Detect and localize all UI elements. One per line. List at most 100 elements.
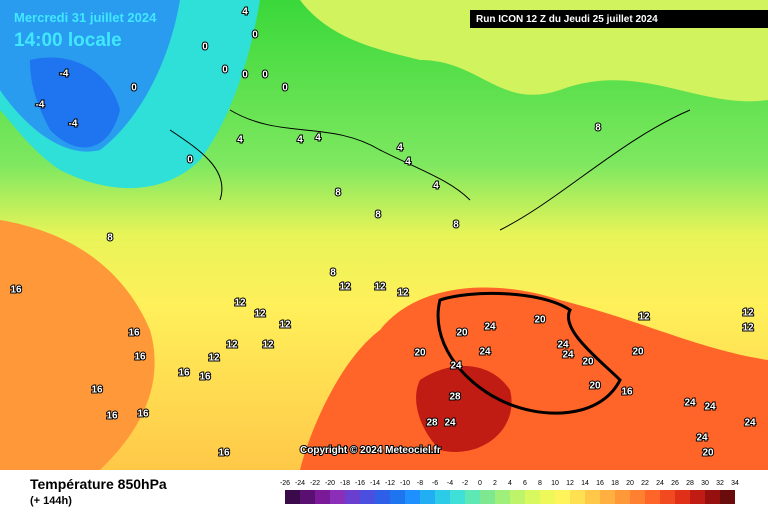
contour-label: 0 <box>252 30 258 41</box>
contour-label: 0 <box>262 70 268 81</box>
contour-label: 24 <box>696 433 708 444</box>
contour-label: 0 <box>202 42 208 53</box>
legend-tick-label: 20 <box>626 480 634 487</box>
coastline <box>169 109 691 231</box>
contour-label: 24 <box>479 347 491 358</box>
legend-tick-label: 34 <box>731 480 739 487</box>
legend-tick-label: 26 <box>671 480 679 487</box>
contour-label: 4 <box>315 133 321 144</box>
contour-label: 8 <box>595 123 601 134</box>
contour-label: 12 <box>208 353 220 364</box>
contour-label: 12 <box>638 312 650 323</box>
contour-label: 20 <box>456 328 468 339</box>
contour-label: 8 <box>375 210 381 221</box>
legend-swatch <box>480 490 495 504</box>
contour-label: 20 <box>589 381 601 392</box>
contour-label: 12 <box>226 340 238 351</box>
legend-tick-label: 28 <box>686 480 694 487</box>
legend-tick-label: 8 <box>538 480 542 487</box>
legend-swatch <box>630 490 645 504</box>
contour-label: 16 <box>178 368 190 379</box>
legend-tick-label: 0 <box>478 480 482 487</box>
legend-tick-label: -24 <box>295 480 305 487</box>
contour-label: -4 <box>69 119 78 130</box>
contour-label: 24 <box>444 418 456 429</box>
contour-label: 4 <box>397 143 403 154</box>
contour-label: 4 <box>237 135 243 146</box>
contour-label: 20 <box>534 315 546 326</box>
legend-swatch <box>585 490 600 504</box>
legend-swatch <box>525 490 540 504</box>
legend-tick-label: 4 <box>508 480 512 487</box>
legend-tick-label: 22 <box>641 480 649 487</box>
contour-label: 0 <box>131 83 137 94</box>
contour-label: 16 <box>128 328 140 339</box>
contour-label: 20 <box>702 448 714 459</box>
contour-label: 28 <box>426 418 438 429</box>
legend-swatch <box>510 490 525 504</box>
contour-label: 12 <box>397 288 409 299</box>
contour-label: 24 <box>557 340 569 351</box>
zone <box>300 287 768 470</box>
contour-label: 12 <box>742 323 754 334</box>
contour-label: 12 <box>742 308 754 319</box>
contour-label: 16 <box>10 285 22 296</box>
contour-label: 24 <box>704 402 716 413</box>
contour-label: 0 <box>282 83 288 94</box>
contour-label: 4 <box>297 135 303 146</box>
contour-label: 28 <box>449 392 461 403</box>
contour-label: 16 <box>91 385 103 396</box>
legend-swatch <box>390 490 405 504</box>
contour-label: 20 <box>632 347 644 358</box>
copyright: Copyright © 2024 Meteociel.fr <box>300 445 441 456</box>
run: Run ICON 12 Z du Jeudi 25 juillet 2024 <box>476 14 658 25</box>
legend-tick-label: -20 <box>325 480 335 487</box>
contour-label: 8 <box>453 220 459 231</box>
legend-swatch <box>705 490 720 504</box>
legend-tick-label: -12 <box>385 480 395 487</box>
legend-swatch <box>345 490 360 504</box>
contour-label: 12 <box>254 309 266 320</box>
footer-subtitle: (+ 144h) <box>30 495 72 507</box>
contour-label: 16 <box>134 352 146 363</box>
legend-swatch <box>465 490 480 504</box>
contour-label: 8 <box>107 233 113 244</box>
contour-label: 4 <box>433 181 439 192</box>
contour-label: 16 <box>218 448 230 459</box>
time: 14:00 locale <box>14 30 122 51</box>
contour-label: -4 <box>36 100 45 111</box>
legend-tick-label: -22 <box>310 480 320 487</box>
legend-tick-label: 24 <box>656 480 664 487</box>
legend-tick-label: -4 <box>447 480 453 487</box>
legend-swatch <box>495 490 510 504</box>
legend-swatch <box>555 490 570 504</box>
contour-label: 4 <box>242 7 248 18</box>
contour-label: 16 <box>621 387 633 398</box>
contour-label: 24 <box>684 398 696 409</box>
contour-label: 16 <box>106 411 118 422</box>
legend-tick-label: 14 <box>581 480 589 487</box>
contour-label: 16 <box>137 409 149 420</box>
contour-label: -4 <box>60 69 69 80</box>
contour-label: 8 <box>330 268 336 279</box>
legend-swatch <box>600 490 615 504</box>
contour-label: 24 <box>484 322 496 333</box>
zone <box>0 220 155 470</box>
legend-tick-label: -6 <box>432 480 438 487</box>
legend-tick-label: -26 <box>280 480 290 487</box>
contour-label: 24 <box>744 418 756 429</box>
contour-label: 12 <box>339 282 351 293</box>
contour-label: 12 <box>374 282 386 293</box>
legend-swatch <box>375 490 390 504</box>
contour-label: 16 <box>199 372 211 383</box>
contour-label: 0 <box>222 65 228 76</box>
legend-swatch <box>330 490 345 504</box>
legend-swatch <box>435 490 450 504</box>
legend-tick-label: -8 <box>417 480 423 487</box>
legend-swatch <box>450 490 465 504</box>
contour-label: 8 <box>335 188 341 199</box>
legend-tick-label: 2 <box>493 480 497 487</box>
date: Mercredi 31 juillet 2024 <box>14 10 157 25</box>
